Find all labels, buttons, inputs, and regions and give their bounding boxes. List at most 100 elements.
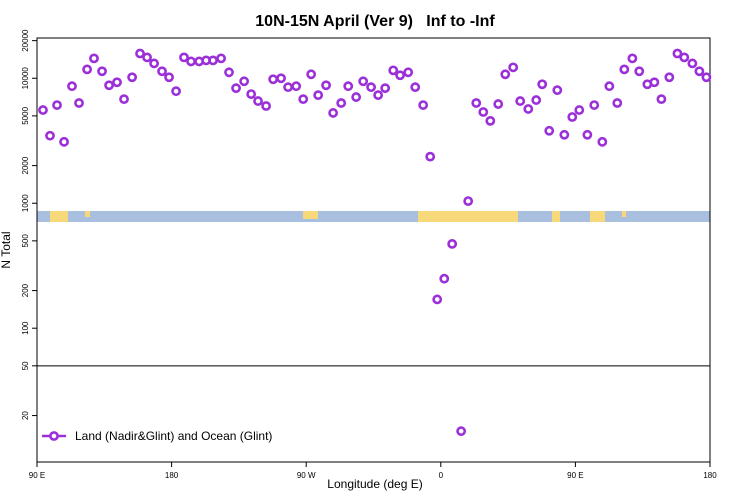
data-point xyxy=(283,82,294,93)
y-tick-label: 5000 xyxy=(21,106,30,124)
y-tick-label: 500 xyxy=(21,234,30,248)
data-point xyxy=(89,53,99,64)
data-point xyxy=(552,85,563,96)
data-point xyxy=(253,96,263,106)
y-tick-label: 1000 xyxy=(21,194,30,212)
data-point xyxy=(694,66,705,77)
data-point xyxy=(619,64,630,75)
data-point xyxy=(597,136,608,147)
data-point xyxy=(298,94,309,105)
data-point xyxy=(142,52,152,63)
data-point xyxy=(104,80,114,91)
y-tick-label: 2000 xyxy=(21,156,30,174)
data-point xyxy=(395,70,406,81)
data-point xyxy=(589,100,600,110)
data-point xyxy=(97,66,107,77)
land-patch xyxy=(622,211,626,217)
data-point xyxy=(515,96,526,106)
data-point xyxy=(523,104,534,114)
plot-frame xyxy=(36,37,711,463)
chart-title: 10N-15N April (Ver 9) Inf to -Inf xyxy=(255,13,495,30)
land-patch xyxy=(85,211,90,217)
data-point xyxy=(544,125,555,136)
data-point xyxy=(612,98,623,108)
data-point xyxy=(649,77,660,88)
data-point xyxy=(687,58,698,69)
data-point xyxy=(672,48,683,59)
data-point xyxy=(239,76,250,87)
data-point xyxy=(261,101,272,111)
data-point xyxy=(313,90,324,101)
x-tick-label: 0 xyxy=(439,471,444,480)
data-point xyxy=(463,196,474,207)
data-point xyxy=(500,69,511,80)
data-point xyxy=(52,100,62,110)
data-point xyxy=(67,81,77,92)
data-point xyxy=(306,69,317,80)
data-point xyxy=(164,72,174,83)
data-point xyxy=(224,67,234,78)
data-point xyxy=(664,72,675,83)
data-point xyxy=(456,426,467,437)
land-patch xyxy=(552,211,560,222)
data-point xyxy=(216,53,227,64)
data-point xyxy=(74,98,84,108)
legend-marker xyxy=(49,431,59,441)
data-point xyxy=(321,80,331,91)
data-point xyxy=(627,53,638,64)
data-point xyxy=(231,83,241,94)
data-point xyxy=(493,99,504,109)
data-point xyxy=(447,238,458,249)
data-point xyxy=(418,100,429,110)
data-point xyxy=(701,72,712,83)
data-point xyxy=(403,67,414,78)
data-point xyxy=(604,81,615,92)
x-tick-label: 180 xyxy=(703,471,717,480)
y-tick-label: 200 xyxy=(21,283,30,297)
data-point xyxy=(127,72,138,83)
data-point xyxy=(208,55,218,66)
data-point xyxy=(38,105,48,115)
data-point xyxy=(574,105,585,115)
y-tick-label: 20000 xyxy=(21,29,30,52)
data-point xyxy=(388,65,399,76)
data-point xyxy=(119,94,129,105)
data-point xyxy=(291,81,302,92)
y-tick-label: 50 xyxy=(21,361,30,370)
data-point xyxy=(531,95,542,105)
legend-label: Land (Nadir&Glint) and Ocean (Glint) xyxy=(75,429,272,443)
x-tick-label: 90 W xyxy=(297,471,316,480)
data-point xyxy=(358,76,369,87)
land-patch xyxy=(418,211,518,222)
data-point xyxy=(478,107,489,117)
land-patch xyxy=(303,211,318,219)
y-tick-label: 100 xyxy=(21,321,30,335)
data-point xyxy=(186,56,196,67)
data-point xyxy=(425,151,436,162)
ocean-band xyxy=(37,211,710,222)
data-point xyxy=(679,52,690,63)
data-point xyxy=(439,273,450,284)
data-point xyxy=(380,83,391,94)
data-point xyxy=(537,79,548,90)
data-point xyxy=(559,129,570,140)
y-axis-label: N Total xyxy=(0,231,13,268)
land-patch xyxy=(50,211,68,222)
data-point xyxy=(336,98,347,108)
data-point xyxy=(373,90,384,101)
data-point xyxy=(149,58,160,69)
data-point xyxy=(112,77,122,88)
data-point xyxy=(366,82,377,93)
x-tick-label: 90 E xyxy=(567,471,583,480)
data-point xyxy=(582,129,593,140)
data-point xyxy=(471,98,482,108)
data-point xyxy=(656,94,667,105)
data-point xyxy=(157,66,167,77)
data-point xyxy=(82,64,93,75)
data-point xyxy=(485,115,496,126)
x-tick-label: 180 xyxy=(165,471,179,480)
data-point xyxy=(45,130,55,141)
x-axis-label: Longitude (deg E) xyxy=(327,477,422,491)
data-point xyxy=(343,81,354,92)
